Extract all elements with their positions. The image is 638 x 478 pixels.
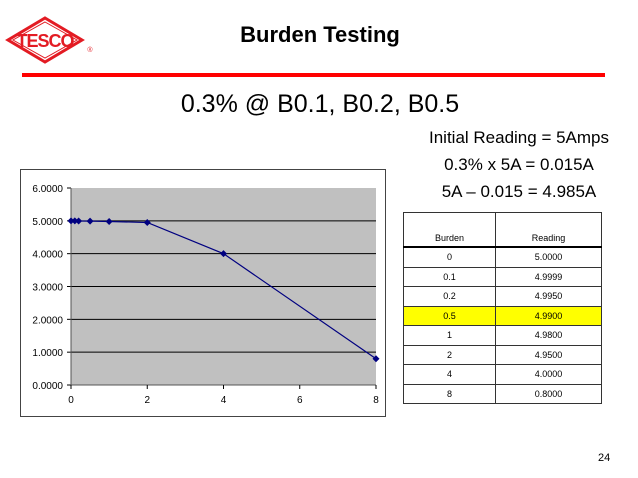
cell-burden: 0.2 [402,286,497,307]
table-row: 0.2 4.9950 [402,286,602,307]
burden-chart: 0.0000 1.0000 2.0000 3.0000 4.0000 5.0000 6.00… [20,169,386,417]
table-row: 4 4.0000 [402,364,602,385]
column-header-reading: Reading [495,212,602,248]
y-tick-label: 2.0000 [32,315,63,326]
y-tick-label: 4.0000 [32,250,63,261]
cell-burden: 4 [402,364,497,385]
cell-reading: 4.9900 [495,305,602,326]
table-row: 8 0.8000 [402,383,602,404]
cell-reading: 4.9500 [495,344,602,365]
x-tick-label: 6 [297,395,303,406]
tesco-logo: TESCO ® [5,16,93,64]
slide-title: Burden Testing [240,22,400,47]
cell-reading: 4.9950 [495,286,602,307]
logo-text: TESCO [16,31,74,51]
chart-canvas: 0.0000 1.0000 2.0000 3.0000 4.0000 5.0000 6.00… [32,184,380,406]
data-point-marker [220,250,227,258]
cell-burden: 1 [402,325,497,346]
table-row: 2 4.9500 [402,344,602,365]
x-tick-label: 4 [221,395,227,406]
cell-burden: 0 [402,246,497,268]
cell-reading: 4.9999 [495,266,602,287]
table-row: 1 4.9800 [402,325,602,346]
y-tick-label: 0.0000 [32,381,63,392]
table-row: 0 5.0000 [402,246,602,268]
cell-burden: 0.5 [402,305,497,326]
calculation-line: 5A – 0.015 = 4.985A [441,182,597,201]
cell-reading: 4.0000 [495,364,602,385]
cell-burden: 2 [402,344,497,365]
title-divider [22,73,605,77]
y-tick-label: 1.0000 [32,348,63,359]
calculation-line: Initial Reading = 5Amps [428,128,610,147]
y-tick-label: 3.0000 [32,283,63,294]
slide-subtitle: 0.3% @ B0.1, B0.2, B0.5 [180,90,460,118]
data-point-marker [372,355,380,363]
x-tick-label: 8 [373,395,379,406]
x-tick-label: 0 [68,395,74,406]
registered-mark: ® [87,46,93,54]
data-point-marker [143,218,151,226]
burden-readings-table: Burden Reading 0 5.0000 0.1 4.9999 0.2 4.9950… [402,212,602,404]
y-tick-label: 6.0000 [32,184,63,195]
table-row: 0.5 4.9900 [402,305,602,326]
data-point-marker [71,217,79,225]
cell-reading: 0.8000 [495,383,602,404]
cell-reading: 5.0000 [495,246,602,268]
data-point-marker [86,217,94,225]
data-point-marker [105,217,113,225]
x-tick-label: 2 [144,395,150,406]
calculation-line: 0.3% x 5A = 0.015A [444,155,594,174]
data-point-marker [75,217,83,225]
cell-burden: 8 [402,383,497,404]
page-number: 24 [598,452,611,464]
cell-reading: 4.9800 [495,325,602,346]
data-point-marker [67,217,75,225]
y-tick-label: 5.0000 [32,217,63,228]
table-row: 0.1 4.9999 [402,266,602,287]
cell-burden: 0.1 [402,266,497,287]
column-header-burden: Burden [402,212,497,248]
